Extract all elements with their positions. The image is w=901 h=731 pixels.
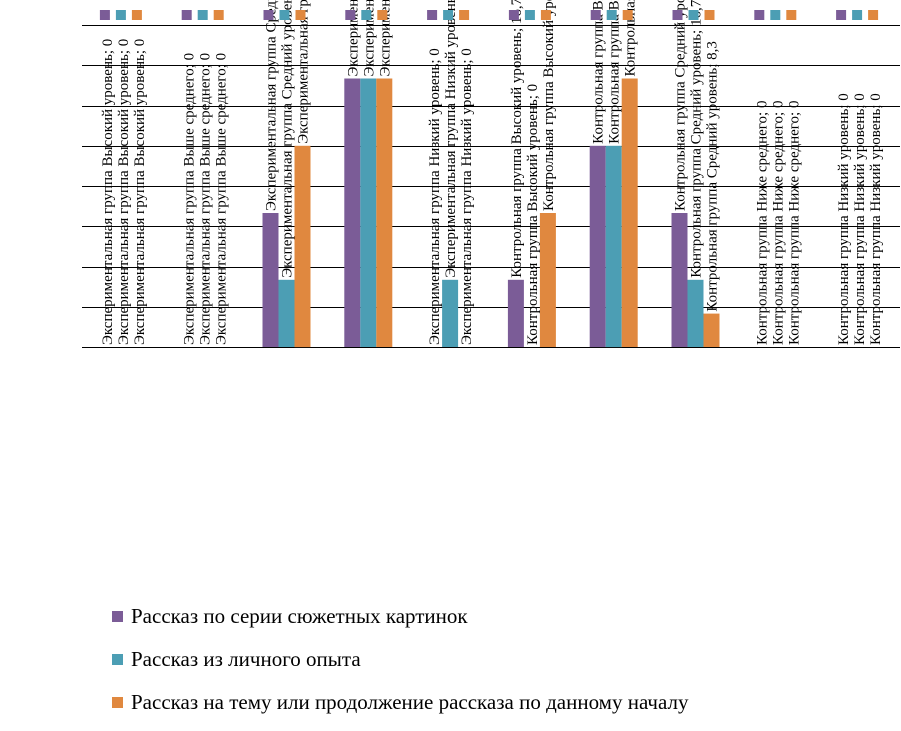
legend-swatch-series-3 (112, 697, 123, 708)
data-label-key-s3-c2 (213, 10, 224, 20)
bar-s1-c7 (589, 145, 606, 348)
data-label-s3-c8: Контрольная группа Средний уровень; 8,3 (705, 41, 721, 312)
data-label-key-s3-c5 (459, 10, 470, 20)
data-label-key-s2-c4 (361, 10, 372, 20)
data-label-s3-c5: Экспериментальная группа Низкий уровень;… (459, 48, 475, 345)
data-label-s1-c3: Экспериментальная группа Средний уровень… (264, 0, 280, 211)
data-label-key-s3-c8 (704, 10, 715, 20)
data-label-key-s3-c6 (540, 10, 551, 20)
data-label-key-s2-c1 (115, 10, 126, 20)
data-label-s3-c10: Контрольная группа Низкий уровень; 0 (868, 93, 884, 345)
legend-swatch-series-2 (112, 654, 123, 665)
data-label-key-s1-c5 (427, 10, 438, 20)
bar-s3-c4 (376, 78, 393, 347)
data-label-key-s2-c2 (197, 10, 208, 20)
data-label-key-s3-c1 (131, 10, 142, 20)
bar-s2-c3 (278, 279, 295, 347)
bar-s2-c7 (605, 145, 622, 348)
data-label-s1-c6: Контрольная группа Высокий уровень; 16,7 (509, 0, 525, 278)
data-label-s3-c9: Контрольная группа Ниже среднего; 0 (786, 101, 802, 345)
legend: Рассказ по серии сюжетных картинок Расск… (112, 602, 688, 731)
data-label-key-s2-c10 (852, 10, 863, 20)
data-label-key-s2-c7 (606, 10, 617, 20)
data-label-s2-c3: Экспериментальная группа Средний уровень… (280, 0, 296, 278)
data-label-key-s2-c5 (443, 10, 454, 20)
data-label-s2-c6: Контрольная группа Высокий уровень; 0 (525, 84, 541, 345)
data-label-key-s2-c9 (770, 10, 781, 20)
data-label-key-s3-c9 (786, 10, 797, 20)
bar-s3-c6 (539, 213, 556, 347)
bar-s1-c6 (507, 279, 524, 347)
data-label-key-s3-c10 (868, 10, 879, 20)
data-label-s1-c7: Контрольная группа Выше среднего; 50 (591, 0, 607, 144)
bar-s3-c7 (621, 78, 638, 347)
bar-s3-c3 (294, 145, 311, 348)
legend-label-series-3: Рассказ на тему или продолжение рассказа… (131, 690, 689, 714)
data-label-key-s2-c3 (279, 10, 290, 20)
data-label-s2-c5: Экспериментальная группа Низкий уровень;… (443, 0, 459, 278)
data-label-s2-c9: Контрольная группа Ниже среднего; 0 (770, 101, 786, 345)
bar-s2-c4 (360, 78, 377, 347)
data-label-s3-c1: Экспериментальная группа Высокий уровень… (132, 39, 148, 345)
legend-swatch-series-1 (112, 611, 123, 622)
data-label-s3-c2: Экспериментальная группа Выше среднего; … (214, 53, 230, 345)
bar-s2-c5 (442, 279, 459, 347)
data-label-key-s1-c2 (181, 10, 192, 20)
data-label-key-s3-c7 (622, 10, 633, 20)
data-label-key-s2-c8 (688, 10, 699, 20)
data-label-s3-c6: Контрольная группа Высокий уровень; 33,3 (541, 0, 557, 211)
data-label-s2-c10: Контрольная группа Низкий уровень; 0 (852, 93, 868, 345)
data-label-s1-c8: Контрольная группа Средний уровень; 33,3 (673, 0, 689, 211)
data-label-key-s3-c4 (377, 10, 388, 20)
data-label-s1-c2: Экспериментальная группа Выше среднего; … (182, 53, 198, 345)
data-label-key-s3-c3 (295, 10, 306, 20)
legend-label-series-2: Рассказ из личного опыта (131, 647, 361, 671)
data-label-key-s1-c9 (754, 10, 765, 20)
legend-item-series-3: Рассказ на тему или продолжение рассказа… (112, 688, 688, 717)
data-label-key-s1-c10 (836, 10, 847, 20)
bar-s1-c4 (344, 78, 361, 347)
data-label-s1-c9: Контрольная группа Ниже среднего; 0 (754, 101, 770, 345)
data-label-s2-c7: Контрольная группа Выше среднего; 50 (607, 0, 623, 144)
data-label-key-s1-c6 (508, 10, 519, 20)
data-label-s1-c5: Экспериментальная группа Низкий уровень;… (427, 48, 443, 345)
data-label-s2-c1: Экспериментальная группа Высокий уровень… (116, 39, 132, 345)
data-label-key-s2-c6 (524, 10, 535, 20)
legend-item-series-1: Рассказ по серии сюжетных картинок (112, 602, 688, 631)
data-label-s3-c3: Экспериментальная группа Средний уровень… (296, 0, 312, 144)
data-label-s2-c2: Экспериментальная группа Выше среднего; … (198, 53, 214, 345)
legend-item-series-2: Рассказ из личного опыта (112, 645, 688, 674)
data-label-key-s1-c3 (263, 10, 274, 20)
bar-s1-c3 (262, 213, 279, 347)
data-label-s1-c10: Контрольная группа Низкий уровень; 0 (836, 93, 852, 345)
bar-s2-c8 (687, 279, 704, 347)
data-label-key-s1-c8 (672, 10, 683, 20)
data-label-key-s1-c7 (590, 10, 601, 20)
data-label-s1-c1: Экспериментальная группа Высокий уровень… (100, 39, 116, 345)
data-label-key-s1-c4 (345, 10, 356, 20)
legend-label-series-1: Рассказ по серии сюжетных картинок (131, 604, 468, 628)
bar-s3-c8 (703, 313, 720, 347)
bar-s1-c8 (671, 213, 688, 347)
data-label-s2-c8: Контрольная группа Средний уровень; 16,7 (689, 0, 705, 278)
data-label-key-s1-c1 (99, 10, 110, 20)
